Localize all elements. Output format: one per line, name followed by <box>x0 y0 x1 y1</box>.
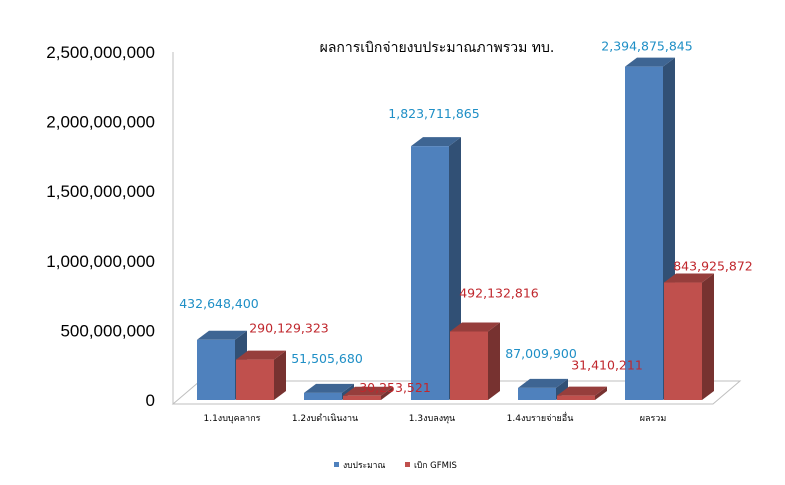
x-axis-ticks: 1.1งบบุคลากร 1.2งบดำเนินงาน 1.3งบลงทุน 1.4ง… <box>203 411 666 424</box>
y-tick-label: 1,000,000,000 <box>46 252 155 271</box>
legend-label: เบิก GFMIS <box>414 461 457 471</box>
legend-swatch <box>405 462 410 467</box>
bar-gfmis-3 <box>450 322 500 400</box>
data-label-budget-2: 51,505,680 <box>291 351 363 366</box>
x-tick-label: 1.4งบรายจ่ายอื่น <box>507 411 574 424</box>
data-label-gfmis-3: 492,132,816 <box>459 285 539 300</box>
bar-gfmis-5 <box>664 273 714 400</box>
y-tick-label: 2,000,000,000 <box>46 113 155 132</box>
legend: งบประมาณ เบิก GFMIS <box>334 461 457 471</box>
bar-gfmis-2 <box>343 386 393 400</box>
bar-gfmis-1 <box>236 350 286 400</box>
data-label-gfmis-5: 843,925,872 <box>673 259 753 274</box>
x-tick-label: 1.3งบลงทุน <box>409 414 455 424</box>
data-label-budget-1: 432,648,400 <box>179 296 259 311</box>
chart-title: ผลการเบิกจ่ายงบประมาณภาพรวม ทบ. <box>320 40 555 56</box>
bar-gfmis-4 <box>557 386 607 400</box>
y-tick-label: 500,000,000 <box>60 321 155 340</box>
bar-budget-5 <box>625 57 675 401</box>
y-tick-label: 2,500,000,000 <box>46 43 155 62</box>
bar-budget-3 <box>411 137 461 400</box>
legend-label: งบประมาณ <box>343 461 385 471</box>
bar-budget-4 <box>518 378 568 400</box>
x-tick-label: 1.2งบดำเนินงาน <box>292 413 358 424</box>
y-axis-ticks: 0 500,000,000 1,000,000,000 1,500,000,000 2,… <box>46 43 155 410</box>
x-tick-label: 1.1งบบุคลากร <box>203 414 260 424</box>
legend-swatch <box>334 462 339 467</box>
y-tick-label: 0 <box>146 391 155 410</box>
y-tick-label: 1,500,000,000 <box>46 182 155 201</box>
data-label-gfmis-4: 31,410,211 <box>571 358 643 373</box>
bars <box>197 57 714 401</box>
data-label-budget-3: 1,823,711,865 <box>388 106 479 121</box>
data-label-gfmis-1: 290,129,323 <box>249 321 329 336</box>
data-label-gfmis-2: 30,253,521 <box>359 380 431 395</box>
data-label-budget-5: 2,394,875,845 <box>601 39 692 54</box>
x-tick-label: ผลรวม <box>640 414 667 424</box>
data-label-budget-4: 87,009,900 <box>505 346 577 361</box>
data-labels: 432,648,400 290,129,323 51,505,680 30,253,5… <box>179 39 753 395</box>
